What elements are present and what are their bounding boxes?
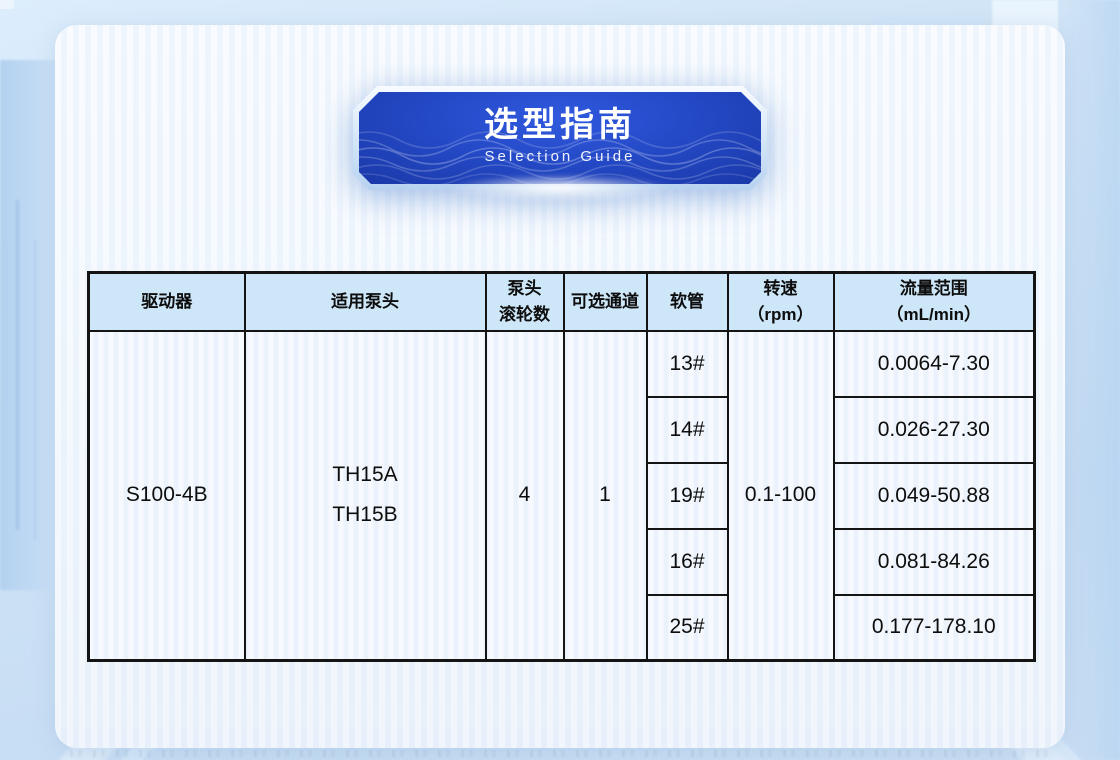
col-header-speed: 转速 （rpm） [726,271,835,332]
table-row: 14# 0.026-27.30 [89,395,1036,464]
table-row: 25# 0.177-178.10 [89,593,1036,662]
col-header-channels-label: 可选通道 [571,291,639,311]
banner-core: 选型指南 Selection Guide [359,92,761,184]
wave-pattern-decoration [359,131,761,184]
watermark-strip-decoration [70,750,1050,757]
col-header-pump-head-label: 适用泵头 [331,291,399,311]
title-banner: 选型指南 Selection Guide [353,86,767,202]
col-header-flow-line1: 流量范围 [899,278,968,298]
right-edge-decoration [1066,0,1120,760]
col-header-speed-line2: （rpm） [747,304,814,324]
col-header-driver-label: 驱动器 [141,291,193,311]
col-header-hose-label: 软管 [670,291,704,311]
flow-range-cell: 0.177-178.10 [832,593,1036,662]
banner-glow-decoration [445,174,675,202]
col-header-rollers-line2: 滚轮数 [499,304,550,324]
speed-cell: 0.1-100 [726,329,835,662]
left-edge-streak-decoration [16,200,19,530]
hose-cell: 19# [645,461,729,530]
col-header-flow-line2: （mL/min） [886,304,981,324]
table-row: 19# 0.049-50.88 [89,461,1036,530]
col-header-channels: 可选通道 [562,271,648,332]
flow-range-cell: 0.026-27.30 [832,395,1036,464]
pump-head-cell: TH15A TH15B [243,329,487,662]
banner-title: 选型指南 [484,106,636,144]
left-edge-streak-decoration [34,240,36,540]
table-row: S100-4B TH15A TH15B 4 1 13# 0.1-100 0.00… [87,329,1036,662]
col-header-driver: 驱动器 [87,271,246,332]
pump-head-model: TH15A [332,463,398,487]
flow-range-cell: 0.081-84.26 [832,527,1036,596]
col-header-hose: 软管 [645,271,729,332]
flow-range-cell: 0.0064-7.30 [832,329,1036,398]
selection-table: 驱动器 适用泵头 泵头 滚轮数 可选通道 软管 转速 （rpm） 流量范围 （m… [87,271,1036,662]
col-header-speed-line1: 转速 [763,278,798,298]
hose-cell: 14# [645,395,729,464]
hose-cell: 16# [645,527,729,596]
table-header-row: 驱动器 适用泵头 泵头 滚轮数 可选通道 软管 转速 （rpm） 流量范围 （m… [87,271,1036,332]
hose-cell: 25# [645,593,729,662]
col-header-rollers-line1: 泵头 [507,278,542,298]
col-header-flow-range: 流量范围 （mL/min） [832,271,1036,332]
col-header-rollers: 泵头 滚轮数 [484,271,565,332]
banner-subtitle: Selection Guide [484,148,636,165]
pump-head-model: TH15B [332,503,398,527]
left-edge-decoration [0,60,56,590]
driver-cell: S100-4B [87,329,246,662]
flow-range-cell: 0.049-50.88 [832,461,1036,530]
corner-square-decoration [0,0,14,9]
col-header-pump-head: 适用泵头 [243,271,487,332]
rollers-cell: 4 [484,329,565,662]
table-row: 16# 0.081-84.26 [89,527,1036,596]
channels-cell: 1 [562,329,648,662]
hose-cell: 13# [645,329,729,398]
